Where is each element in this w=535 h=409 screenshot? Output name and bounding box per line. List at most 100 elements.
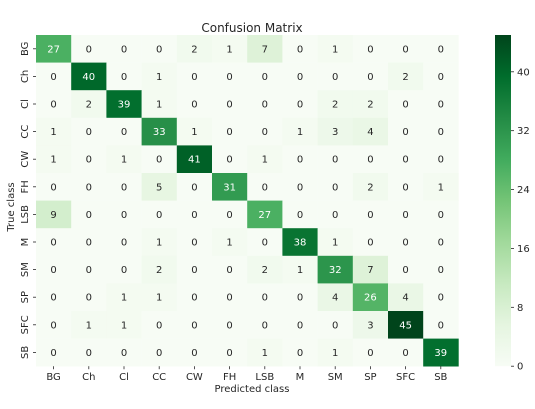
cell-value-label: 0 <box>121 127 127 138</box>
cell-value-label: 0 <box>226 348 232 359</box>
heatmap-cell <box>317 145 354 174</box>
cell-value-label: 0 <box>297 320 303 331</box>
heatmap-cell <box>423 338 459 367</box>
heatmap-cell <box>282 35 318 63</box>
heatmap-cell <box>141 255 178 284</box>
heatmap-cells: 27 0 0 0 2 1 7 0 1 0 0 00 40 0 1 0 0 0 0 0 0 2 00 2 39 1 0 0 0 0 2 2 0 01… <box>36 35 459 367</box>
heatmap-cell <box>388 228 424 257</box>
x-tick-label: CW <box>186 372 203 383</box>
cell-value-label: 2 <box>86 100 92 111</box>
cell-value-label: 27 <box>47 44 60 55</box>
cell-value-label: 1 <box>121 293 127 304</box>
cell-value-label: 0 <box>402 155 408 166</box>
heatmap-cell <box>282 117 318 146</box>
cell-value-label: 0 <box>191 293 197 304</box>
cell-value-label: 1 <box>262 155 268 166</box>
x-tick-label: M <box>296 372 305 383</box>
cell-value-label: 0 <box>367 155 373 166</box>
heatmap-cell <box>141 117 178 146</box>
cell-value-label: 0 <box>86 293 92 304</box>
cell-value-label: 0 <box>297 44 303 55</box>
heatmap-cell <box>212 145 248 174</box>
cell-value-label: 40 <box>82 72 95 83</box>
heatmap-cell <box>141 173 178 201</box>
heatmap-cell <box>282 255 318 284</box>
cell-value-label: 1 <box>226 238 232 249</box>
cell-value-label: 0 <box>121 210 127 221</box>
heatmap-cell <box>176 255 213 284</box>
heatmap-cell <box>176 338 213 367</box>
heatmap-cell <box>352 255 389 284</box>
heatmap-cell <box>247 255 283 284</box>
heatmap-cell <box>106 283 142 312</box>
x-tick-label: FH <box>223 372 236 383</box>
heatmap-cell <box>317 338 354 367</box>
heatmap-cell <box>247 311 283 339</box>
heatmap-cell <box>352 145 389 174</box>
heatmap-cell <box>71 255 107 284</box>
heatmap-cell <box>212 90 248 119</box>
cell-value-label: 0 <box>121 348 127 359</box>
cell-value-label: 0 <box>332 210 338 221</box>
heatmap-cell <box>247 283 283 312</box>
heatmap-cell <box>176 90 213 119</box>
heatmap-cell <box>36 255 72 284</box>
heatmap-cell <box>247 200 283 229</box>
x-tick-label: Ch <box>82 372 95 383</box>
heatmap-cell <box>352 311 389 339</box>
cell-value-label: 0 <box>438 127 444 138</box>
heatmap-cell <box>212 35 248 63</box>
cell-value-label: 0 <box>121 44 127 55</box>
heatmap-cell <box>423 62 459 91</box>
cell-value-label: 0 <box>402 127 408 138</box>
cell-value-label: 1 <box>50 155 56 166</box>
heatmap-cell <box>352 90 389 119</box>
cell-value-label: 0 <box>297 210 303 221</box>
heatmap-cell <box>247 145 283 174</box>
cell-value-label: 0 <box>156 44 162 55</box>
cell-value-label: 0 <box>402 265 408 276</box>
cell-value-label: 5 <box>156 182 162 193</box>
cell-value-label: 0 <box>332 155 338 166</box>
cell-value-label: 0 <box>367 44 373 55</box>
cell-value-label: 0 <box>86 238 92 249</box>
cell-value-label: 39 <box>118 100 131 111</box>
y-tick-label: SM <box>20 262 31 277</box>
heatmap-cell <box>176 200 213 229</box>
heatmap-cell <box>106 338 142 367</box>
cell-value-label: 0 <box>156 348 162 359</box>
heatmap-cell <box>106 200 142 229</box>
cell-value-label: 0 <box>226 155 232 166</box>
heatmap-cell <box>212 311 248 339</box>
heatmap-cell <box>352 35 389 63</box>
heatmap-cell <box>423 283 459 312</box>
cell-value-label: 1 <box>297 127 303 138</box>
heatmap-cell <box>423 200 459 229</box>
heatmap-cell <box>388 311 424 339</box>
cell-value-label: 0 <box>438 155 444 166</box>
heatmap-cell <box>71 311 107 339</box>
heatmap-cell <box>247 228 283 257</box>
cell-value-label: 0 <box>297 155 303 166</box>
cell-value-label: 1 <box>121 155 127 166</box>
cell-value-label: 32 <box>329 265 342 276</box>
colorbar-tick-label: 16 <box>517 244 530 255</box>
cell-value-label: 9 <box>50 210 56 221</box>
chart-title: Confusion Matrix <box>201 21 302 35</box>
cell-value-label: 0 <box>262 293 268 304</box>
cell-value-label: 0 <box>226 210 232 221</box>
colorbar: 0 8 16 24 32 40 <box>495 35 530 373</box>
cell-value-label: 0 <box>226 72 232 83</box>
heatmap-cell <box>388 145 424 174</box>
cell-value-label: 0 <box>86 44 92 55</box>
cell-value-label: 0 <box>191 238 197 249</box>
heatmap-cell <box>388 338 424 367</box>
heatmap-cell <box>71 62 107 91</box>
heatmap-cell <box>317 200 354 229</box>
cell-value-label: 1 <box>156 293 162 304</box>
y-tick-labels: BG Ch Cl CC CW FH LSB M SM SP SFC SB <box>20 42 36 359</box>
heatmap-cell <box>212 117 248 146</box>
heatmap-cell <box>352 228 389 257</box>
cell-value-label: 0 <box>402 210 408 221</box>
heatmap-cell <box>36 338 72 367</box>
